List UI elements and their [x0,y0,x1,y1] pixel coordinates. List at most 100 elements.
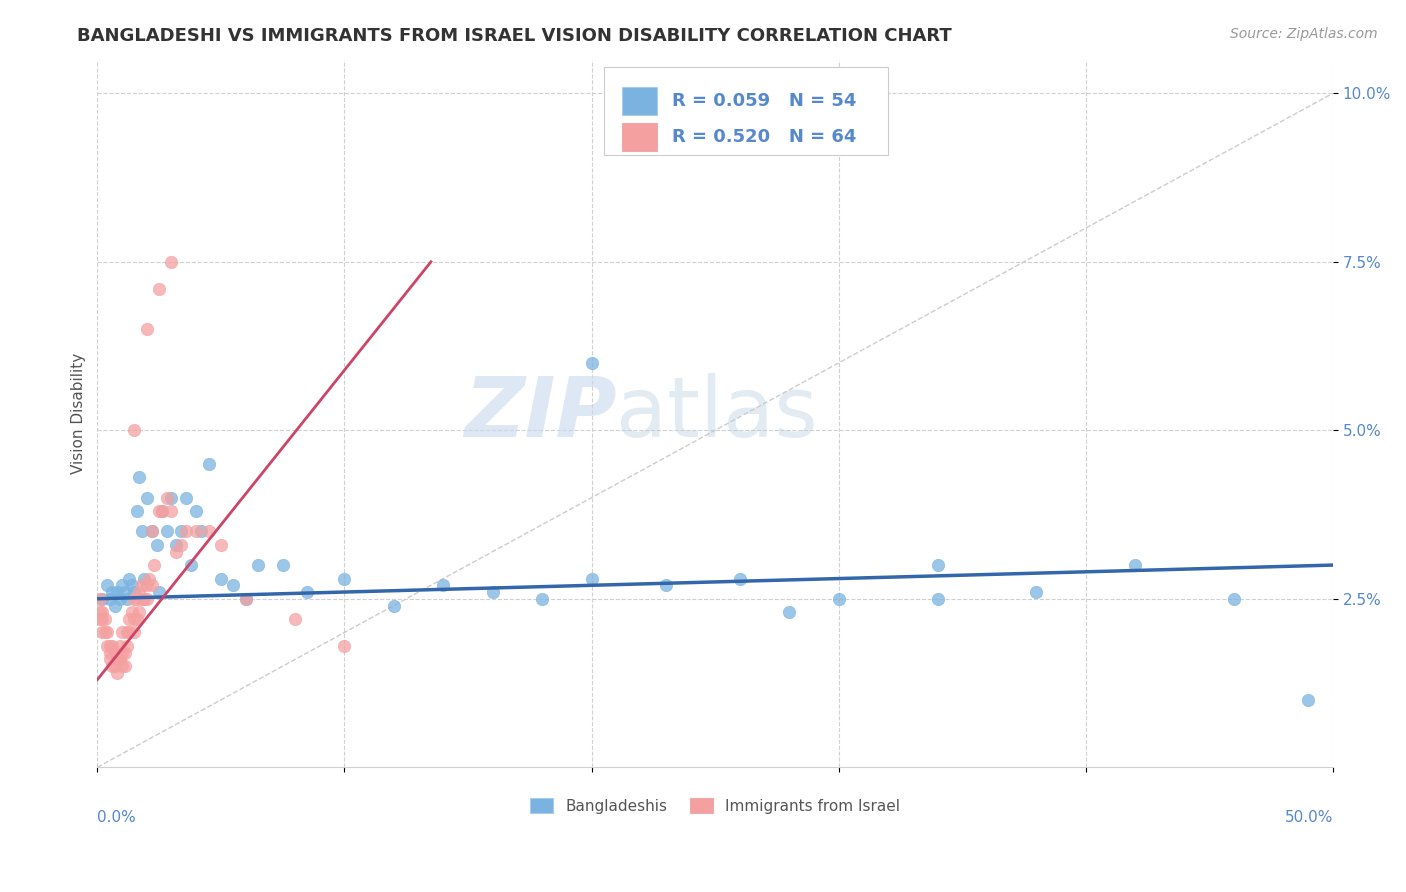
Point [108,652,131,666]
Point [176,491,198,505]
Point [141,524,163,539]
Point [155,524,177,539]
Point [125,591,148,606]
Point [141,524,163,539]
Y-axis label: Vision Disability: Vision Disability [72,353,86,474]
Point [115,639,138,653]
Point [134,591,156,606]
Point [134,572,156,586]
Text: ZIP: ZIP [464,373,616,454]
FancyBboxPatch shape [623,87,657,115]
Point [98,646,121,660]
Point [125,504,148,518]
Point [111,578,134,592]
Point [728,572,751,586]
Point [246,558,269,572]
Point [186,524,208,539]
Point [118,572,141,586]
Point [108,639,131,653]
Text: R = 0.520   N = 64: R = 0.520 N = 64 [672,128,856,146]
Point [111,625,134,640]
Point [148,282,170,296]
FancyBboxPatch shape [605,67,889,155]
Point [111,659,134,673]
Point [271,558,294,572]
Point [104,659,127,673]
Point [654,578,676,592]
Point [131,591,153,606]
Point [297,585,319,599]
Point [581,356,603,370]
Text: BANGLADESHI VS IMMIGRANTS FROM ISRAEL VISION DISABILITY CORRELATION CHART: BANGLADESHI VS IMMIGRANTS FROM ISRAEL VI… [77,27,952,45]
Point [91,591,114,606]
Point [135,491,157,505]
Point [89,605,111,619]
Point [91,625,114,640]
Point [333,572,356,586]
Point [150,504,173,518]
Point [91,612,114,626]
Point [148,585,170,599]
Text: 0.0%: 0.0% [97,810,136,825]
Point [128,605,150,619]
Point [138,572,160,586]
Point [135,322,157,336]
Point [111,646,134,660]
Point [150,504,173,518]
Point [186,504,208,518]
Point [121,578,143,592]
Point [128,470,150,484]
Point [160,504,183,518]
Legend: Bangladeshis, Immigrants from Israel: Bangladeshis, Immigrants from Israel [524,791,907,820]
Point [235,591,257,606]
Point [180,558,202,572]
Point [98,639,121,653]
Point [89,591,111,606]
Point [828,591,851,606]
Text: 50.0%: 50.0% [1285,810,1333,825]
Point [135,578,157,592]
Point [170,538,193,552]
Point [284,612,307,626]
Point [145,538,167,552]
Point [114,646,136,660]
Point [927,591,949,606]
Point [235,591,257,606]
Text: Source: ZipAtlas.com: Source: ZipAtlas.com [1230,27,1378,41]
Point [131,578,153,592]
Point [1123,558,1146,572]
Point [209,572,232,586]
Point [118,612,141,626]
Point [176,524,198,539]
Point [155,491,177,505]
Point [124,625,146,640]
Point [135,591,157,606]
Point [98,652,121,666]
Point [333,639,356,653]
Point [124,591,146,606]
Point [148,504,170,518]
Point [124,585,146,599]
Point [125,612,148,626]
Point [91,605,114,619]
Point [118,625,141,640]
Point [1296,693,1319,707]
Point [197,457,219,471]
Point [124,612,146,626]
Point [160,491,183,505]
Point [141,578,163,592]
Point [778,605,800,619]
Point [165,538,187,552]
Point [105,665,128,680]
Point [101,659,124,673]
Point [104,646,127,660]
Point [104,599,127,613]
Point [382,599,405,613]
Point [1025,585,1047,599]
Point [105,652,128,666]
Point [115,625,138,640]
Text: R = 0.059   N = 54: R = 0.059 N = 54 [672,92,856,110]
Point [197,524,219,539]
Point [101,639,124,653]
Point [1223,591,1246,606]
